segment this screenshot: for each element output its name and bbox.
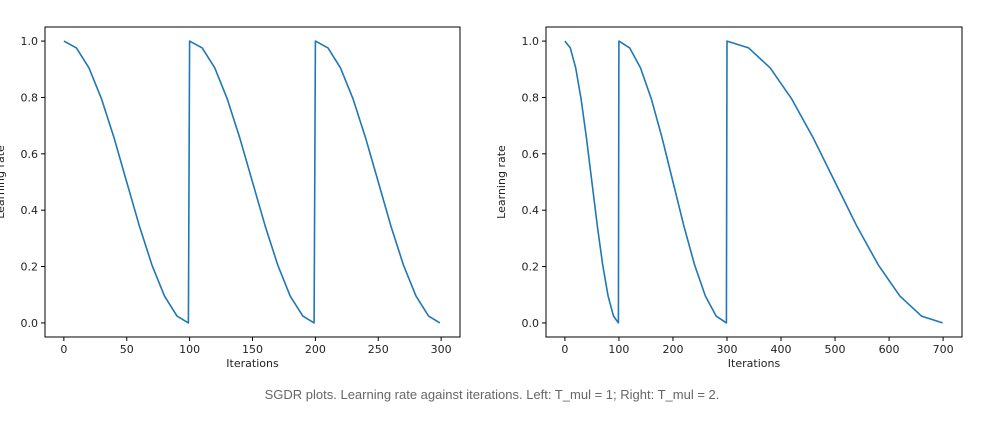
x-tick-label: 200 [662,343,683,356]
x-tick-label: 300 [716,343,737,356]
x-axis-label: Iterations [226,357,279,370]
x-tick-label: 100 [179,343,200,356]
y-tick-label: 0.6 [522,148,540,161]
x-tick-label: 500 [825,343,846,356]
y-tick-label: 0.2 [522,261,540,274]
x-tick-label: 100 [608,343,629,356]
x-axis-label: Iterations [728,357,781,370]
x-tick-label: 50 [120,343,134,356]
figure-caption: SGDR plots. Learning rate against iterat… [264,387,720,402]
x-tick-label: 0 [561,343,568,356]
plot-frame [545,26,963,338]
y-tick-label: 0.0 [21,317,39,330]
x-tick-label: 250 [368,343,389,356]
y-tick-label: 0.8 [21,91,39,104]
y-tick-label: 0.6 [21,148,39,161]
y-tick-label: 0.4 [21,204,39,217]
x-tick-label: 0 [60,343,67,356]
x-tick-label: 200 [305,343,326,356]
y-axis-label: Learning rate [495,145,508,219]
y-tick-label: 0.0 [522,317,540,330]
series-line [63,40,441,324]
x-tick-label: 400 [771,343,792,356]
x-tick-label: 150 [242,343,263,356]
y-tick-label: 1.0 [522,35,540,48]
series-line [564,40,943,324]
x-tick-label: 600 [879,343,900,356]
y-tick-label: 0.8 [522,91,540,104]
y-tick-label: 0.4 [522,204,540,217]
y-tick-label: 0.2 [21,261,39,274]
y-tick-label: 1.0 [21,35,39,48]
x-tick-label: 300 [431,343,452,356]
y-axis-label: Learning rate [0,145,7,219]
x-tick-label: 700 [933,343,954,356]
